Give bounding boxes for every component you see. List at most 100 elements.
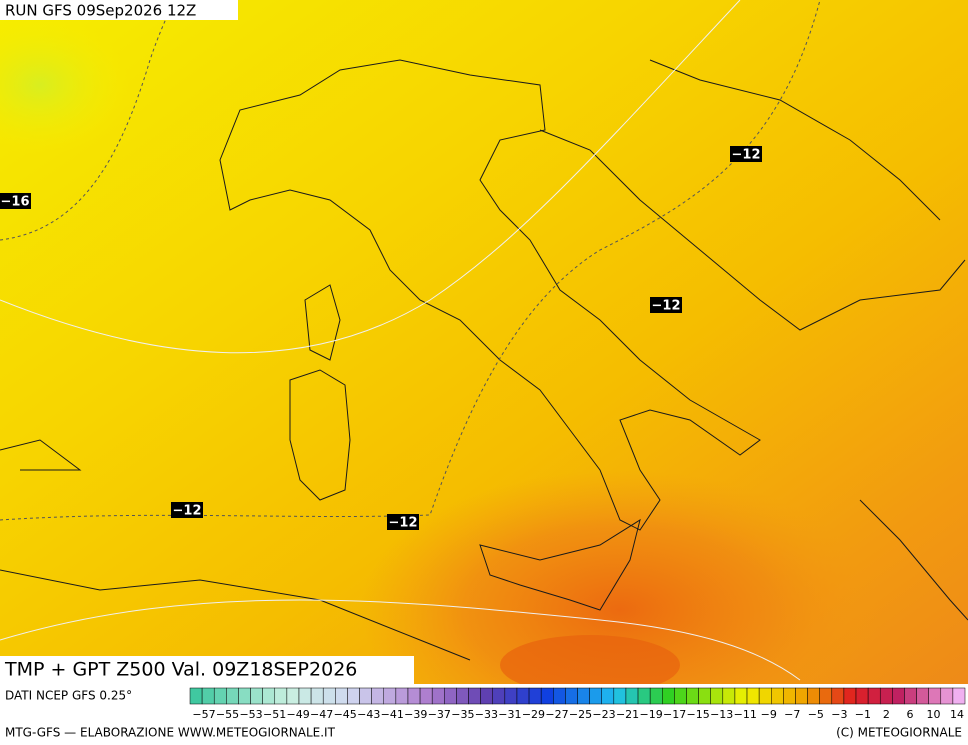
contours: [0, 0, 821, 521]
scale-swatch: [274, 687, 288, 705]
contour-label-box: [0, 193, 31, 209]
scale-swatch: [879, 687, 893, 705]
scale-label: −21: [616, 708, 639, 721]
scale-label: −1: [855, 708, 871, 721]
scale-label: 10: [926, 708, 940, 721]
scale-swatch: [395, 687, 409, 705]
scale-swatch: [746, 687, 760, 705]
scale-label: −55: [216, 708, 239, 721]
contour-label-box: [171, 502, 203, 518]
geopotential-lines: [0, 0, 801, 681]
scale-label: −41: [381, 708, 404, 721]
scale-swatch: [662, 687, 675, 705]
scale-swatch: [867, 687, 881, 705]
scale-label: −51: [263, 708, 286, 721]
coastlines: [0, 59, 968, 661]
scale-swatch: [916, 687, 929, 705]
valid-title: TMP + GPT Z500 Val. 09Z18SEP2026: [4, 659, 357, 681]
scale-swatch: [565, 687, 578, 705]
scale-swatch: [189, 687, 203, 705]
scale-label: −11: [734, 708, 757, 721]
scale-swatch: [904, 687, 917, 705]
footer-box: [0, 656, 414, 684]
scale-swatch: [613, 687, 627, 705]
scale-swatch: [359, 687, 372, 705]
scale-swatch: [771, 687, 784, 705]
scale-label: −45: [334, 708, 357, 721]
contour-label-box: [387, 514, 419, 530]
scale-swatch: [940, 687, 954, 705]
scale-label: −49: [287, 708, 310, 721]
data-source: DATI NCEP GFS 0.25°: [5, 689, 132, 703]
scale-label: −39: [404, 708, 427, 721]
scale-swatch: [213, 687, 227, 705]
scale-swatch: [431, 687, 445, 705]
warm-area: [360, 470, 880, 745]
contour-label-box: [650, 297, 682, 313]
scale-swatch: [637, 687, 651, 705]
contour-label: −12: [652, 299, 681, 314]
contour-label-box: [730, 146, 762, 162]
scale-swatch: [601, 687, 615, 705]
scale-swatch: [347, 687, 360, 705]
scale-swatch: [734, 687, 748, 705]
scale-label: −9: [761, 708, 777, 721]
scale-swatch: [625, 687, 639, 705]
contour-label: −12: [173, 504, 202, 519]
scale-swatch: [504, 687, 518, 705]
scale-label: −25: [569, 708, 592, 721]
scale-swatch: [722, 687, 736, 705]
scale-swatch: [819, 687, 833, 705]
scale-swatch: [262, 687, 276, 705]
copyright: (C) METEOGIORNALE: [836, 726, 962, 740]
scale-swatch: [649, 687, 663, 705]
scale-label: −35: [451, 708, 474, 721]
scale-swatch: [589, 687, 602, 705]
scale-label: 2: [883, 708, 890, 721]
scale-label: −47: [310, 708, 333, 721]
scale-swatch: [758, 687, 772, 705]
scale-swatch: [468, 687, 481, 705]
warm-core: [500, 635, 680, 695]
scale-swatch: [674, 687, 687, 705]
scale-swatch: [201, 687, 215, 705]
contour-label: −12: [389, 516, 418, 531]
scale-label: −15: [687, 708, 710, 721]
credits: MTG-GFS — ELABORAZIONE WWW.METEOGIORNALE…: [5, 726, 336, 740]
scale-label: −17: [663, 708, 686, 721]
scale-swatch: [698, 687, 711, 705]
scale-swatch: [528, 687, 542, 705]
scale-swatch: [516, 687, 530, 705]
scale-swatch: [783, 687, 796, 705]
scale-label: −7: [784, 708, 800, 721]
scale-label: −23: [592, 708, 615, 721]
scale-swatch: [577, 687, 590, 705]
scale-swatch: [928, 687, 942, 705]
scale-swatch: [795, 687, 808, 705]
scale-swatch: [686, 687, 699, 705]
scale-swatch: [843, 687, 857, 705]
scale-swatch: [322, 687, 336, 705]
scale-swatch: [492, 687, 506, 705]
scale-label: −43: [357, 708, 380, 721]
scale-swatch: [310, 687, 324, 705]
scale-swatch: [250, 687, 263, 705]
scale-swatch: [286, 687, 300, 705]
scale-label: −13: [710, 708, 733, 721]
scale-swatch: [952, 687, 966, 705]
scale-label: −31: [498, 708, 521, 721]
scale-label: −53: [239, 708, 262, 721]
contour-label: −12: [732, 148, 761, 163]
scale-swatch: [807, 687, 820, 705]
scale-swatch: [383, 687, 397, 705]
scale-swatch: [419, 687, 433, 705]
scale-swatch: [298, 687, 312, 705]
scale-swatch: [831, 687, 845, 705]
header-box: [0, 0, 238, 20]
scale-swatch: [855, 687, 869, 705]
scale-label: −29: [522, 708, 545, 721]
scale-swatch: [371, 687, 384, 705]
scale-label: −57: [192, 708, 215, 721]
